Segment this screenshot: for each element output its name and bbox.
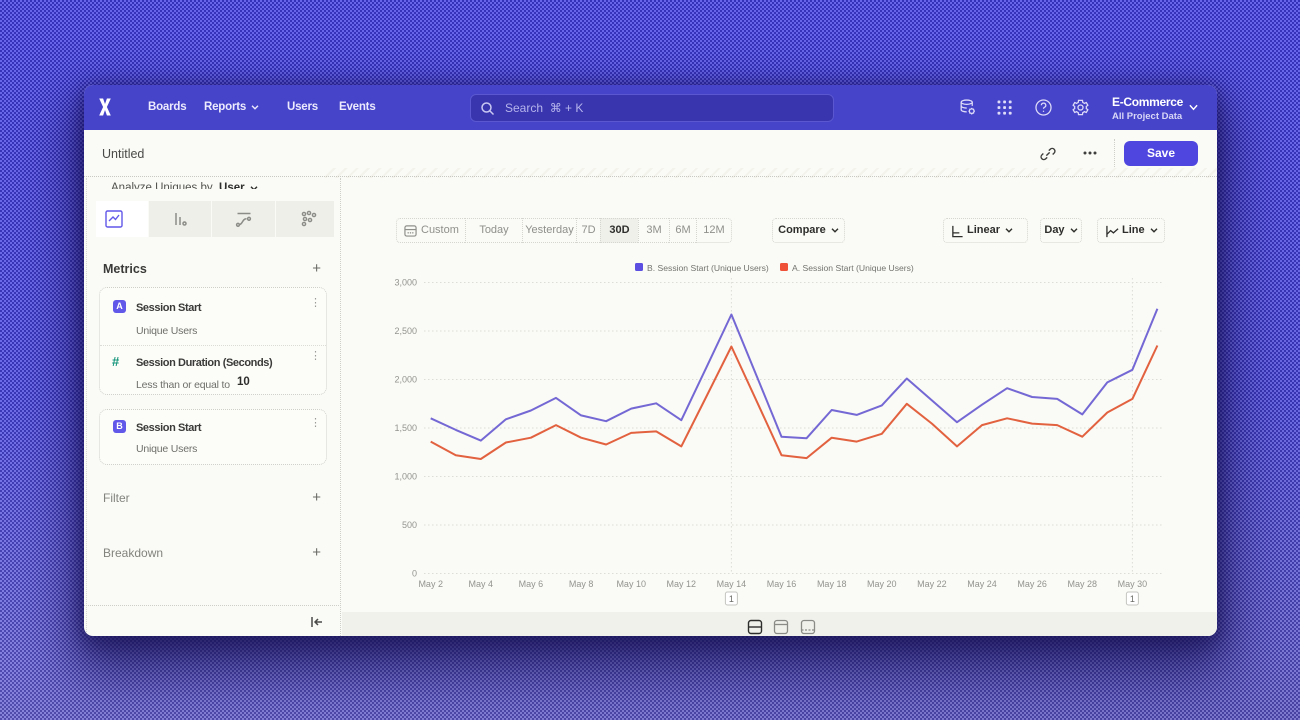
svg-text:May 18: May 18: [817, 579, 847, 589]
svg-text:1: 1: [729, 594, 734, 604]
svg-text:May 4: May 4: [469, 579, 494, 589]
svg-text:0: 0: [412, 569, 417, 579]
svg-text:May 28: May 28: [1068, 579, 1098, 589]
svg-text:3,000: 3,000: [394, 278, 417, 288]
svg-text:B. Session Start (Unique Users: B. Session Start (Unique Users): [647, 263, 769, 273]
svg-text:1,000: 1,000: [394, 472, 417, 482]
svg-text:May 24: May 24: [967, 579, 997, 589]
svg-text:May 8: May 8: [569, 579, 594, 589]
svg-text:May 22: May 22: [917, 579, 947, 589]
svg-text:May 30: May 30: [1118, 579, 1148, 589]
svg-text:500: 500: [402, 520, 417, 530]
svg-text:1: 1: [1130, 594, 1135, 604]
svg-text:May 16: May 16: [767, 579, 797, 589]
svg-text:May 14: May 14: [717, 579, 747, 589]
svg-text:1,500: 1,500: [394, 423, 417, 433]
svg-text:May 10: May 10: [616, 579, 646, 589]
svg-text:May 12: May 12: [667, 579, 697, 589]
svg-text:A. Session Start (Unique Users: A. Session Start (Unique Users): [792, 263, 914, 273]
svg-text:May 20: May 20: [867, 579, 897, 589]
svg-text:2,000: 2,000: [394, 375, 417, 385]
svg-text:May 2: May 2: [418, 579, 443, 589]
svg-text:May 26: May 26: [1017, 579, 1047, 589]
svg-text:May 6: May 6: [519, 579, 544, 589]
svg-text:2,500: 2,500: [394, 326, 417, 336]
